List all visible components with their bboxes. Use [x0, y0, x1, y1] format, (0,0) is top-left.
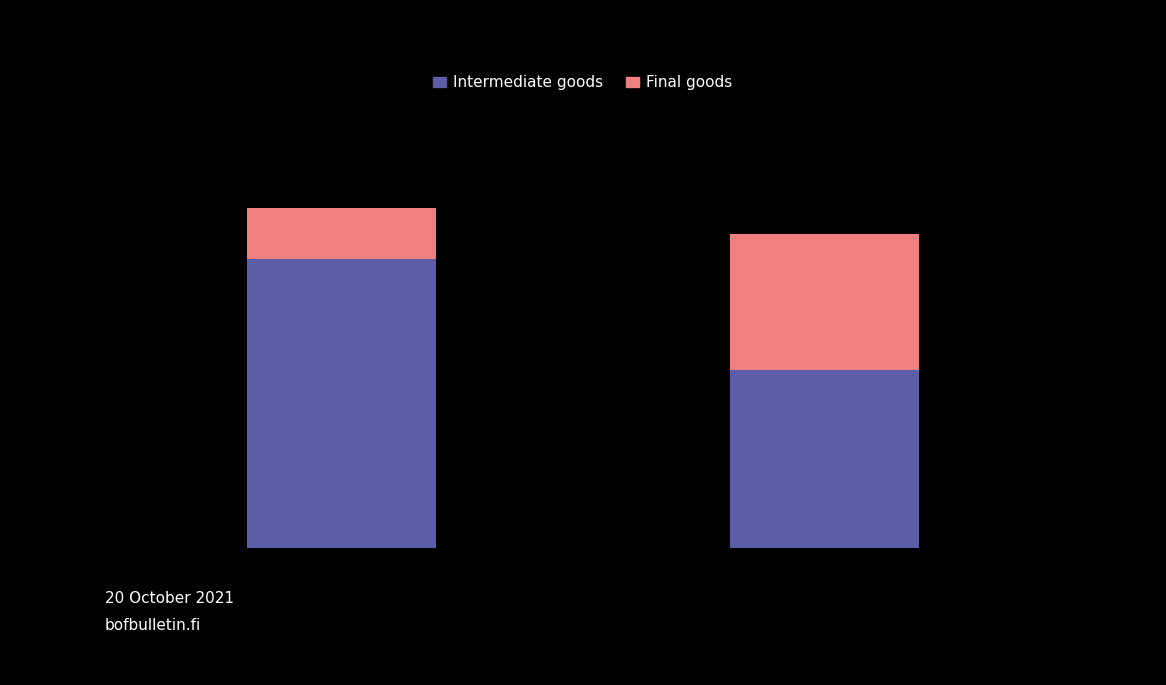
Bar [247, 259, 436, 548]
Legend: Intermediate goods, Final goods: Intermediate goods, Final goods [428, 69, 738, 97]
Bar [247, 208, 436, 259]
Text: bofbulletin.fi: bofbulletin.fi [105, 618, 202, 633]
Bar [730, 370, 919, 548]
Bar [730, 234, 919, 370]
Text: 20 October 2021: 20 October 2021 [105, 590, 234, 606]
